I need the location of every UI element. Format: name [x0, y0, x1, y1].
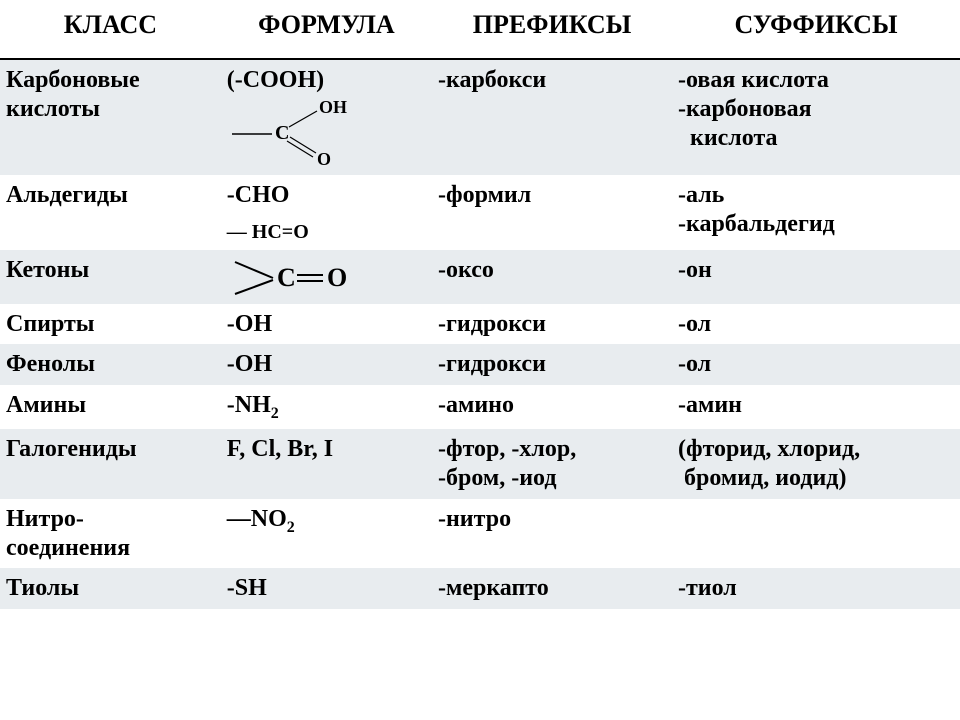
cell-class: Фенолы: [0, 344, 221, 385]
svg-text:O: O: [317, 149, 331, 169]
cell-prefix: -карбокси: [432, 59, 672, 175]
cell-formula: -OH: [221, 304, 432, 345]
svg-text:C: C: [277, 263, 296, 292]
svg-text:OH: OH: [319, 99, 347, 117]
cell-suffix: -тиол: [672, 568, 960, 609]
cell-formula: -CHO— HC=O: [221, 175, 432, 250]
cell-suffix: -он: [672, 250, 960, 304]
header-prefix: ПРЕФИКСЫ: [432, 0, 672, 59]
cell-suffix: -овая кислота-карбоновая кислота: [672, 59, 960, 175]
cell-formula: CO: [221, 250, 432, 304]
header-formula: ФОРМУЛА: [221, 0, 432, 59]
table-row: Фенолы-OH-гидрокси-ол: [0, 344, 960, 385]
table-row: Спирты-OH-гидрокси-ол: [0, 304, 960, 345]
cell-class: Галогениды: [0, 429, 221, 499]
cell-class: Кетоны: [0, 250, 221, 304]
cell-prefix: -гидрокси: [432, 304, 672, 345]
cell-prefix: -фтор, -хлор,-бром, -иод: [432, 429, 672, 499]
table-row: ГалогенидыF, Cl, Br, I-фтор, -хлор,-бром…: [0, 429, 960, 499]
cell-class: Альдегиды: [0, 175, 221, 250]
cell-suffix: -аль-карбальдегид: [672, 175, 960, 250]
table-row: Тиолы-SH-меркапто-тиол: [0, 568, 960, 609]
cell-suffix: -ол: [672, 344, 960, 385]
cell-suffix: (фторид, хлорид, бромид, иодид): [672, 429, 960, 499]
cell-formula: -SH: [221, 568, 432, 609]
chemistry-nomenclature-table: КЛАСС ФОРМУЛА ПРЕФИКСЫ СУФФИКСЫ Карбонов…: [0, 0, 960, 609]
cell-formula: -OH: [221, 344, 432, 385]
cell-formula: —NO2: [221, 499, 432, 569]
cell-prefix: -меркапто: [432, 568, 672, 609]
table-row: Нитро-соединения—NO2-нитро: [0, 499, 960, 569]
cell-prefix: -оксо: [432, 250, 672, 304]
header-class: КЛАСС: [0, 0, 221, 59]
cell-prefix: -нитро: [432, 499, 672, 569]
cell-class: Тиолы: [0, 568, 221, 609]
cell-class: Карбоновые кислоты: [0, 59, 221, 175]
cell-class: Спирты: [0, 304, 221, 345]
svg-text:O: O: [327, 263, 347, 292]
cell-formula: F, Cl, Br, I: [221, 429, 432, 499]
cell-class: Нитро-соединения: [0, 499, 221, 569]
cell-prefix: -амино: [432, 385, 672, 429]
cell-prefix: -формил: [432, 175, 672, 250]
cell-suffix: -амин: [672, 385, 960, 429]
cell-formula: -NH2: [221, 385, 432, 429]
cell-suffix: [672, 499, 960, 569]
table-row: КетоныCO-оксо-он: [0, 250, 960, 304]
cell-prefix: -гидрокси: [432, 344, 672, 385]
table-row: Карбоновые кислоты(-COOH)COHO-карбокси-о…: [0, 59, 960, 175]
table-row: Альдегиды-CHO— HC=O-формил-аль-карбальде…: [0, 175, 960, 250]
header-suffix: СУФФИКСЫ: [672, 0, 960, 59]
table-row: Амины-NH2-амино-амин: [0, 385, 960, 429]
cell-formula: (-COOH)COHO: [221, 59, 432, 175]
cell-suffix: -ол: [672, 304, 960, 345]
header-row: КЛАСС ФОРМУЛА ПРЕФИКСЫ СУФФИКСЫ: [0, 0, 960, 59]
cell-class: Амины: [0, 385, 221, 429]
